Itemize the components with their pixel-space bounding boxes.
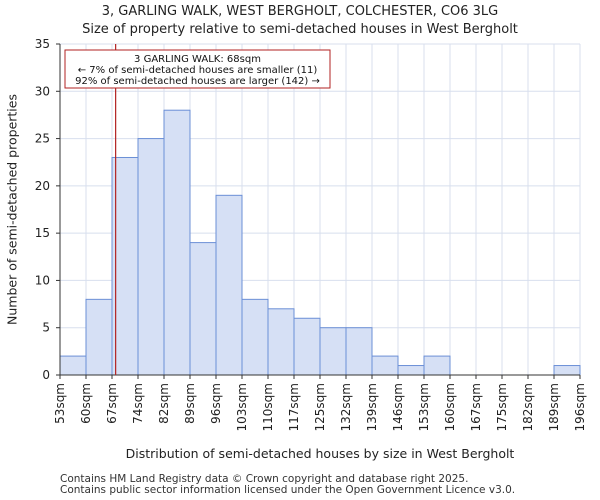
x-tick-label: 132sqm	[339, 383, 353, 431]
x-axis-label: Distribution of semi-detached houses by …	[126, 446, 515, 461]
bar	[553, 365, 581, 376]
x-tick-label: 96sqm	[209, 383, 223, 424]
bar	[163, 109, 191, 376]
x-tick-label: 125sqm	[313, 383, 327, 431]
annotation-box	[64, 49, 331, 89]
bar	[85, 298, 113, 376]
bar	[371, 355, 399, 376]
x-tick-label: 139sqm	[365, 383, 379, 431]
x-tick-label: 160sqm	[443, 383, 457, 431]
annotation-line-1: 3 GARLING WALK: 68sqm	[134, 54, 261, 65]
y-ticks: 0 5 10 15 20 25 30 35	[35, 37, 60, 382]
y-tick-label: 10	[35, 273, 50, 287]
x-tick-label: 117sqm	[287, 383, 301, 431]
footer-line-2: Contains public sector information licen…	[60, 484, 516, 496]
bar	[293, 317, 321, 376]
x-tick-label: 110sqm	[261, 383, 275, 431]
y-tick-label: 25	[35, 132, 50, 146]
bar	[423, 355, 451, 376]
chart-title: 3, GARLING WALK, WEST BERGHOLT, COLCHEST…	[101, 4, 499, 19]
x-tick-label: 74sqm	[131, 383, 145, 424]
annotation-line-3: 92% of semi-detached houses are larger (…	[75, 76, 320, 87]
y-tick-label: 5	[42, 321, 50, 335]
bar	[215, 194, 243, 376]
marker: 3 GARLING WALK: 68sqm ← 7% of semi-detac…	[64, 44, 331, 375]
x-tick-label: 189sqm	[547, 383, 561, 431]
x-tick-label: 60sqm	[79, 383, 93, 424]
y-tick-label: 35	[35, 37, 50, 51]
x-tick-label: 103sqm	[235, 383, 249, 431]
y-axis-label: Number of semi-detached properties	[5, 94, 20, 325]
annotation-line-2: ← 7% of semi-detached houses are smaller…	[78, 65, 318, 76]
y-tick-label: 0	[42, 368, 50, 382]
x-tick-label: 82sqm	[157, 383, 171, 424]
bar	[59, 355, 87, 376]
x-tick-label: 196sqm	[573, 383, 587, 431]
x-tick-label: 67sqm	[105, 383, 119, 424]
bar	[319, 327, 347, 376]
bars	[59, 109, 581, 376]
x-tick-label: 153sqm	[417, 383, 431, 431]
bar	[241, 298, 269, 376]
y-tick-label: 20	[35, 179, 50, 193]
x-tick-label: 182sqm	[521, 383, 535, 431]
x-tick-label: 89sqm	[183, 383, 197, 424]
bar	[267, 308, 295, 376]
bar	[397, 365, 425, 376]
chart-subtitle: Size of property relative to semi-detach…	[82, 22, 518, 37]
y-tick-label: 30	[35, 84, 50, 98]
y-tick-label: 15	[35, 226, 50, 240]
bar	[111, 156, 139, 376]
footer-line-1: Contains HM Land Registry data © Crown c…	[60, 473, 469, 485]
bar	[137, 138, 165, 376]
x-tick-label: 146sqm	[391, 383, 405, 431]
x-tick-label: 53sqm	[53, 383, 67, 424]
x-tick-label: 175sqm	[495, 383, 509, 431]
x-tick-label: 167sqm	[469, 383, 483, 431]
bar	[345, 327, 373, 376]
bar	[189, 242, 217, 376]
x-ticks: 53sqm 60sqm 67sqm 74sqm 82sqm 89sqm 96sqm 103sq…	[53, 375, 587, 431]
